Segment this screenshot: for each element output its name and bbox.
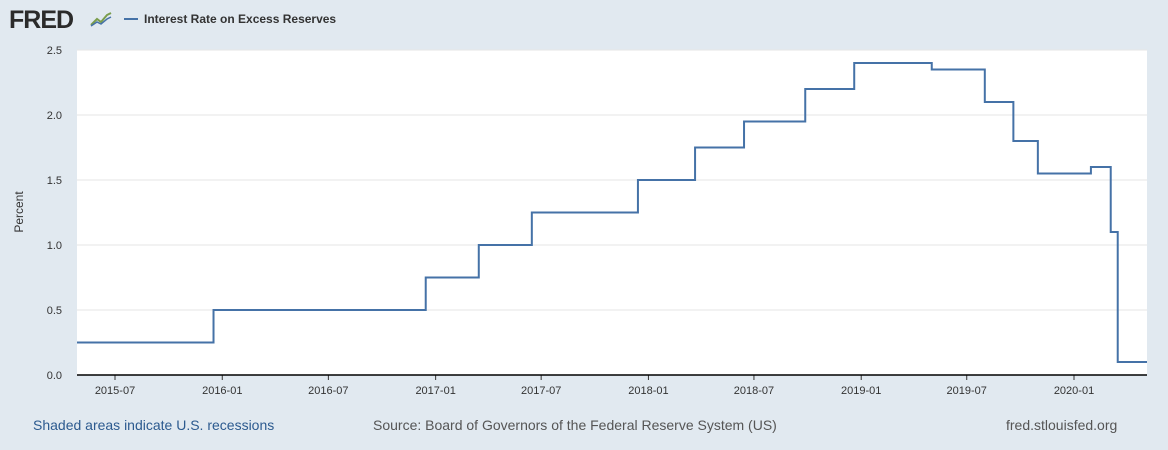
x-tick-label: 2017-01 (415, 385, 455, 397)
x-tick-label: 2016-07 (308, 385, 348, 397)
x-tick-label: 2018-07 (734, 385, 774, 397)
y-axis-label: Percent (12, 191, 26, 233)
legend-label: Interest Rate on Excess Reserves (144, 12, 337, 26)
legend-swatch (124, 18, 138, 20)
line-chart-icon (89, 10, 113, 28)
x-tick-label: 2017-07 (521, 385, 561, 397)
source-text: Source: Board of Governors of the Federa… (373, 417, 777, 433)
y-tick-label: 1.0 (47, 240, 62, 252)
y-axis-ticks: 0.0 0.5 1.0 1.5 2.0 2.5 (47, 45, 62, 382)
site-url[interactable]: fred.stlouisfed.org (1006, 417, 1118, 433)
recessions-link[interactable]: Shaded areas indicate U.S. recessions (33, 417, 275, 433)
y-tick-label: 2.0 (47, 110, 62, 122)
x-tick-label: 2019-01 (841, 385, 881, 397)
y-tick-label: 2.5 (47, 45, 62, 57)
y-tick-label: 0.5 (47, 305, 62, 317)
y-tick-label: 0.0 (47, 370, 62, 382)
series-line[interactable] (77, 62, 1147, 363)
fred-logo[interactable]: FRED (9, 6, 74, 34)
series-group (77, 62, 1147, 363)
x-tick-label: 2016-01 (202, 385, 242, 397)
y-tick-label: 1.5 (47, 175, 62, 187)
x-axis-ticks: 2015-07 2016-01 2016-07 2017-01 2017-07 2018-… (95, 375, 1094, 397)
x-tick-label: 2015-07 (95, 385, 135, 397)
x-tick-label: 2018-01 (628, 385, 668, 397)
x-tick-label: 2019-07 (947, 385, 987, 397)
chart-legend: Interest Rate on Excess Reserves (124, 12, 336, 26)
chart-header: FRED Interest Rate on Excess Reserves (0, 0, 1168, 42)
x-tick-label: 2020-01 (1054, 385, 1094, 397)
